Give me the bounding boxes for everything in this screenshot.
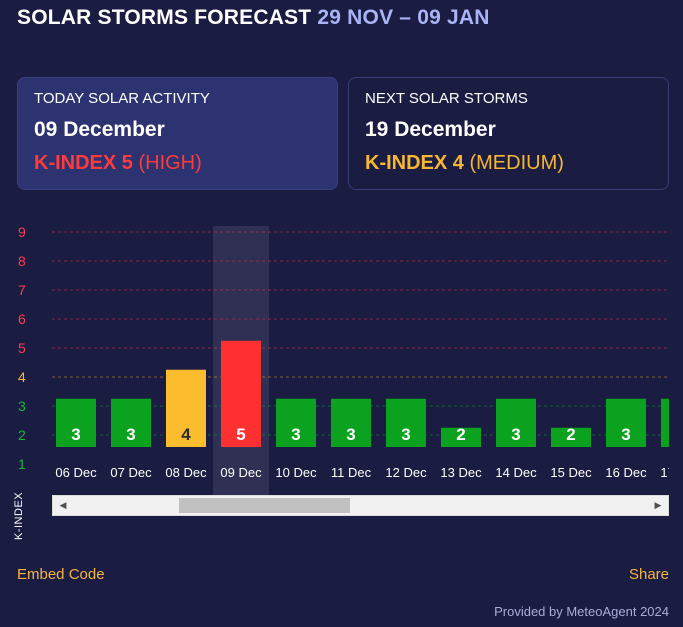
scroll-right-icon[interactable]: ▶ [654,500,662,510]
x-tick-label: 12 Dec [385,465,427,480]
y-tick-label: 2 [18,427,26,443]
next-label: NEXT SOLAR STORMS [365,90,528,107]
next-date: 19 December [365,118,496,141]
next-storms-card: NEXT SOLAR STORMS 19 December K-INDEX 4 … [348,77,669,190]
y-tick-label: 9 [18,224,26,240]
x-tick-label: 15 Dec [550,465,592,480]
x-tick-label: 08 Dec [165,465,207,480]
x-tick-label: 09 Dec [220,465,262,480]
today-date: 09 December [34,118,165,141]
y-axis-label: K-INDEX [13,491,25,540]
next-level: (MEDIUM) [469,152,564,174]
bar-value-label: 3 [71,425,80,444]
x-tick-label: 07 Dec [110,465,152,480]
y-tick-label: 4 [18,369,26,385]
y-tick-label: 8 [18,253,26,269]
share-link[interactable]: Share [628,566,669,583]
bar-12-dec [386,398,426,447]
today-kindex-line: K-INDEX 5 (HIGH) [34,152,321,175]
bar-value-label: 3 [291,425,300,444]
chart-scrollbar[interactable]: ◀ ▶ [52,495,669,516]
x-tick-label: 13 Dec [440,465,482,480]
provider-credit: Provided by MeteoAgent 2024 [494,604,669,619]
y-tick-label: 7 [18,282,26,298]
today-activity-card: TODAY SOLAR ACTIVITY 09 December K-INDEX… [17,77,338,190]
bar-11-dec [331,398,371,447]
bar-value-label: 5 [236,425,245,444]
bar-value-label: 2 [566,425,575,444]
page-title: SOLAR STORMS FORECAST 29 NOV – 09 JAN [17,6,490,30]
y-tick-label: 1 [18,456,26,472]
today-level: (HIGH) [138,152,202,174]
bar-value-label: 3 [346,425,355,444]
bar-value-label: 4 [181,425,191,444]
today-label: TODAY SOLAR ACTIVITY [34,90,210,107]
next-kindex: K-INDEX 4 [365,152,464,174]
bar-17-dec [661,398,669,447]
x-tick-label: 11 Dec [331,465,372,480]
bar-15-dec [551,427,591,447]
x-tick-label: 10 Dec [275,465,317,480]
kindex-chart-svg: 1 2 3 4 5 6 7 8 9 3 06 Dec 3 07 Dec 4 08 Dec 5 09 Dec 3 10… [18,224,683,496]
y-tick-label: 3 [18,398,26,414]
date-range: 29 NOV – 09 JAN [317,6,490,29]
kindex-chart: 1 2 3 4 5 6 7 8 9 3 06 Dec 3 07 Dec 4 08 Dec 5 09 Dec 3 10… [0,215,683,545]
bar-value-label: 3 [401,425,410,444]
bar-value-label: 3 [511,425,520,444]
bar-07-dec [111,398,151,447]
bar-09-dec [221,340,261,447]
bar-value-label: 3 [621,425,630,444]
scroll-left-icon[interactable]: ◀ [59,500,67,510]
next-kindex-line: K-INDEX 4 (MEDIUM) [365,152,652,175]
x-tick-label: 14 Dec [495,465,537,480]
scrollbar-thumb[interactable] [179,498,350,513]
bar-13-dec [441,427,481,447]
y-tick-label: 5 [18,340,26,356]
bar-value-label: 3 [126,425,135,444]
bar-14-dec [496,398,536,447]
bar-10-dec [276,398,316,447]
bar-06-dec [56,398,96,447]
bars-group: 3 06 Dec 3 07 Dec 4 08 Dec 5 09 Dec 3 10 Dec 3 11 D… [55,340,683,480]
y-tick-label: 6 [18,311,26,327]
today-kindex: K-INDEX 5 [34,152,133,174]
x-tick-label: 17 Dec [660,465,683,480]
bar-16-dec [606,398,646,447]
title-text: SOLAR STORMS FORECAST [17,6,312,29]
bar-value-label: 2 [456,425,465,444]
x-tick-label: 16 Dec [605,465,647,480]
bar-08-dec [166,369,206,447]
bar-value-label: 3 [676,425,683,444]
x-tick-label: 06 Dec [55,465,97,480]
embed-code-link[interactable]: Embed Code [17,566,105,583]
